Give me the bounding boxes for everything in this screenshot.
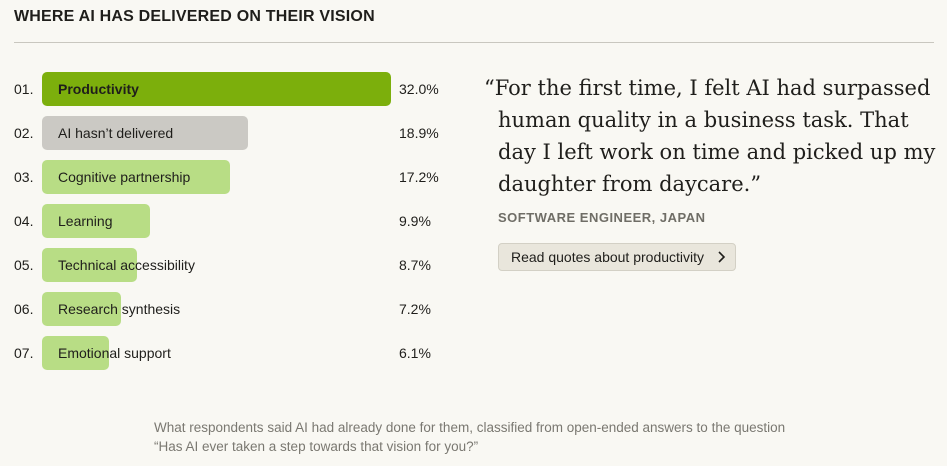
bar-row: 07. Emotional support 6.1% (0, 336, 460, 372)
read-quotes-button[interactable]: Read quotes about productivity (498, 243, 736, 271)
bar-value-label: 7.2% (399, 301, 431, 317)
bar (42, 336, 109, 370)
bar (42, 116, 248, 150)
bar-chart: 01. Productivity 32.0% 02. AI hasn’t deliver… (0, 0, 460, 390)
chevron-right-icon (718, 251, 726, 263)
bar-row: 01. Productivity 32.0% (0, 72, 460, 108)
bar-value-label: 18.9% (399, 125, 439, 141)
title-divider (14, 42, 934, 43)
read-quotes-button-label: Read quotes about productivity (511, 249, 705, 265)
bar-value-label: 6.1% (399, 345, 431, 361)
bar-label: AI hasn’t delivered (58, 125, 174, 141)
featured-quote: “For the first time, I felt AI had surpa… (484, 76, 936, 196)
quote-attribution: SOFTWARE ENGINEER, JAPAN (498, 210, 706, 225)
bar-label: Research synthesis (58, 301, 181, 317)
bar-row: 04. Learning 9.9% (0, 204, 460, 240)
bar-label: Emotional support (58, 345, 171, 361)
bar (42, 72, 391, 106)
bar-value-label: 9.9% (399, 213, 431, 229)
bar-rank: 04. (14, 213, 34, 229)
bar-rank: 06. (14, 301, 34, 317)
bar-rank: 02. (14, 125, 34, 141)
bar (42, 160, 230, 194)
bar-rank: 03. (14, 169, 34, 185)
bar-label: Productivity (58, 81, 139, 97)
bar-rank: 05. (14, 257, 34, 273)
chart-caption: What respondents said AI had already don… (154, 420, 786, 454)
bar-rank: 01. (14, 81, 34, 97)
bar-row: 03. Cognitive partnership 17.2% (0, 160, 460, 196)
bar (42, 248, 137, 282)
bar-row: 06. Research synthesis 7.2% (0, 292, 460, 328)
bar-label: Learning (58, 213, 113, 229)
bar-value-label: 8.7% (399, 257, 431, 273)
bar-label: Technical accessibility (58, 257, 195, 273)
bar-value-label: 32.0% (399, 81, 439, 97)
bar-value-label: 17.2% (399, 169, 439, 185)
bar (42, 292, 121, 326)
bar-row: 02. AI hasn’t delivered 18.9% (0, 116, 460, 152)
bar-rank: 07. (14, 345, 34, 361)
bar-row: 05. Technical accessibility 8.7% (0, 248, 460, 284)
bar-label: Cognitive partnership (58, 169, 191, 185)
chart-title: WHERE AI HAS DELIVERED ON THEIR VISION (14, 8, 375, 25)
bar (42, 204, 150, 238)
